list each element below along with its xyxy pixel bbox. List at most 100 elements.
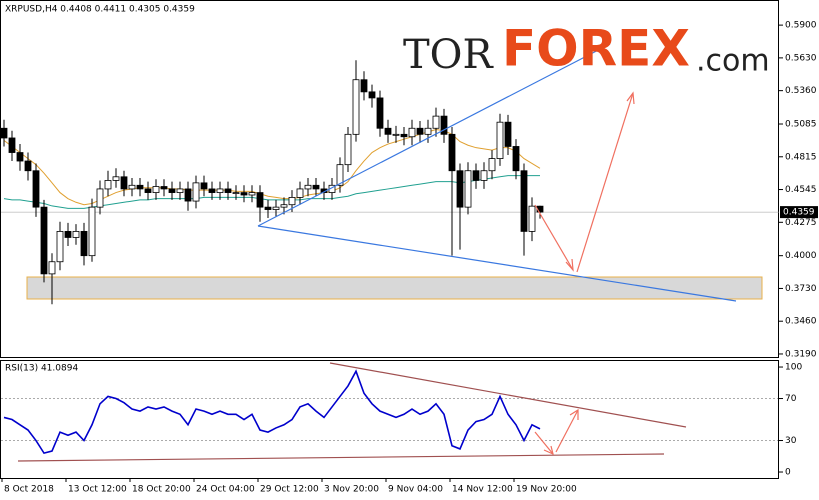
candle-body: [0, 127, 8, 139]
rsi-panel: [0, 360, 779, 479]
candle-body: [344, 133, 352, 166]
candle-body: [384, 127, 392, 135]
candle-body: [280, 204, 288, 208]
y-tick-label: 0.4000: [785, 251, 817, 261]
candle-body: [24, 160, 32, 172]
candle-body: [456, 170, 464, 208]
arrow-head: [565, 258, 574, 272]
arrow-head: [543, 445, 554, 456]
support-zone: [26, 276, 763, 300]
y-tick-label: 0.3730: [785, 284, 817, 294]
candle-body: [144, 188, 152, 193]
y-tick-label: 0.5900: [785, 21, 817, 31]
arrow-head: [569, 408, 579, 420]
x-tick-label: 24 Oct 04:00: [196, 485, 255, 495]
candle-body: [96, 188, 104, 208]
rsi-trendline: [17, 453, 665, 462]
candle-body: [336, 164, 344, 186]
candle-body: [64, 231, 72, 238]
candle-body: [296, 188, 304, 198]
candle-body: [424, 127, 432, 135]
y-tick-label: 0.4815: [785, 152, 817, 162]
candle-body: [272, 206, 280, 210]
candle-body: [136, 184, 144, 190]
candle-body: [216, 188, 224, 193]
candle-body: [88, 206, 96, 257]
moving-average: [3, 128, 541, 206]
candle-body: [480, 170, 488, 181]
y-tick-label: 0.3190: [785, 349, 817, 359]
candle-body: [472, 170, 480, 181]
x-tick-label: 9 Nov 04:00: [388, 485, 443, 495]
candle-body: [360, 79, 368, 93]
candle-body: [440, 115, 448, 135]
rsi-label: RSI(13) 41.0894: [5, 364, 78, 374]
candle-body: [464, 170, 472, 208]
candle-body: [288, 197, 296, 206]
candle-body: [432, 115, 440, 129]
candle-body: [304, 184, 312, 190]
candle-body: [376, 97, 384, 129]
arrow: [534, 204, 574, 271]
candle-body: [32, 170, 40, 208]
candle-body: [488, 158, 496, 172]
candle-body: [192, 182, 200, 202]
y-tick-label: 0.4545: [785, 185, 817, 195]
candle-body: [200, 182, 208, 190]
candle-body: [496, 121, 504, 159]
candle-body: [448, 133, 456, 172]
arrow-head: [626, 91, 635, 105]
x-tick-label: 19 Nov 20:00: [516, 485, 577, 495]
arrow: [555, 409, 579, 453]
logo-part: .com: [696, 44, 770, 79]
candle-body: [48, 261, 56, 275]
candle-body: [160, 186, 168, 190]
rsi-trendline: [329, 362, 687, 428]
y-tick-label: 0: [785, 468, 791, 478]
drawings: [17, 43, 737, 462]
candle-body: [104, 180, 112, 190]
candle-body: [168, 188, 176, 193]
y-tick-label: 0.5630: [785, 53, 817, 63]
logo-part: TOR: [403, 32, 494, 78]
y-tick-label: 0.3460: [785, 317, 817, 327]
last-price-label: 0.4359: [783, 208, 815, 218]
candle-body: [72, 231, 80, 238]
candle-body: [368, 91, 376, 99]
candle-body: [80, 231, 88, 257]
main-panel: [0, 0, 779, 358]
candle-body: [120, 176, 128, 190]
y-tick-label: 0.5360: [785, 86, 817, 96]
x-tick-label: 14 Nov 12:00: [452, 485, 513, 495]
candle-body: [224, 188, 232, 193]
x-tick-label: 8 Oct 2018: [4, 485, 54, 495]
y-tick-label: 0.5085: [785, 120, 817, 130]
candle-body: [16, 152, 24, 162]
candle-body: [8, 137, 16, 153]
candle-body: [504, 121, 512, 147]
candle-body: [312, 184, 320, 190]
candle-body: [232, 192, 240, 194]
x-tick-label: 18 Oct 20:00: [132, 485, 191, 495]
candle-body: [408, 127, 416, 138]
candle-body: [256, 192, 264, 208]
y-tick-label: 30: [785, 436, 797, 446]
candle-body: [112, 176, 120, 181]
candle-body: [240, 192, 248, 196]
y-tick-label: 0.4275: [785, 218, 817, 228]
x-tick-label: 13 Oct 12:00: [68, 485, 127, 495]
candle-body: [128, 184, 136, 190]
candle-body: [248, 192, 256, 196]
rsi-line: [3, 369, 541, 455]
y-tick-label: 100: [785, 363, 802, 373]
candle-body: [184, 188, 192, 202]
chart-title: XRPUSD,H4 0.4408 0.4411 0.4305 0.4359: [5, 5, 195, 15]
y-tick-label: 70: [785, 394, 797, 404]
candle-body: [520, 170, 528, 232]
x-tick-label: 3 Nov 20:00: [324, 485, 379, 495]
candle-body: [400, 133, 408, 138]
x-tick-label: 29 Oct 12:00: [260, 485, 319, 495]
candle-body: [264, 206, 272, 210]
trendline: [257, 43, 611, 227]
